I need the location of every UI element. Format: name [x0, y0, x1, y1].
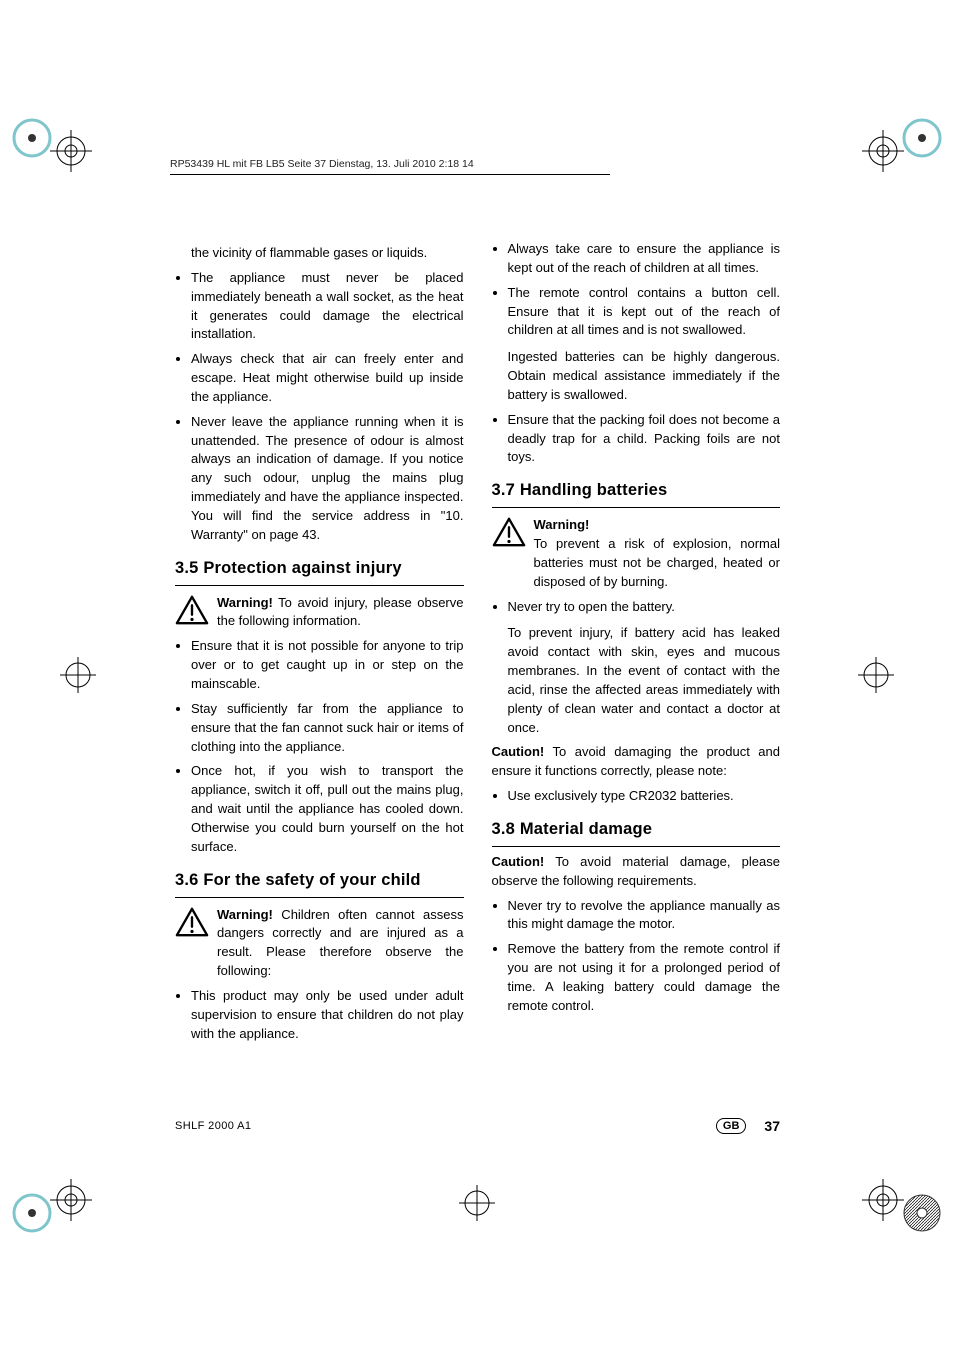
warning-body: To prevent a risk of explosion, normal b…	[534, 536, 781, 589]
heading-3-5: 3.5 Protection against injury	[175, 557, 464, 586]
sec36-cont-bullets: Always take care to ensure the appliance…	[492, 240, 781, 340]
page-content: the vicinity of flammable gases or liqui…	[175, 240, 780, 1052]
list-item: This product may only be used under adul…	[191, 987, 464, 1044]
page-footer: SHLF 2000 A1 GB 37	[175, 1118, 780, 1134]
caution-3-7: Caution! To avoid damaging the product a…	[492, 743, 781, 781]
regmark-top-left	[50, 130, 92, 172]
list-item: Always check that air can freely enter a…	[191, 350, 464, 407]
regmark-bottom-left	[50, 1179, 92, 1221]
sec36-cont-bullets2: Ensure that the packing foil does not be…	[492, 411, 781, 468]
list-item: Remove the battery from the remote contr…	[508, 940, 781, 1015]
sec35-bullets: Ensure that it is not possible for anyon…	[175, 637, 464, 856]
warning-block-3-5: Warning! To avoid injury, please observe…	[175, 594, 464, 632]
list-item: Stay sufficiently far from the appliance…	[191, 700, 464, 757]
regmark-bottom-right	[862, 1179, 904, 1221]
sec36-cont-subpara: Ingested batteries can be highly dangero…	[508, 348, 781, 405]
lang-badge: GB	[716, 1118, 747, 1134]
sec34-tail-lead: the vicinity of flammable gases or liqui…	[191, 244, 464, 263]
warning-label: Warning!	[217, 907, 273, 922]
sec37-bullets: Never try to open the battery.	[492, 598, 781, 617]
header-rule	[170, 174, 610, 175]
corner-decoration-br	[900, 1191, 944, 1235]
sec34-tail-bullets: The appliance must never be placed immed…	[175, 269, 464, 545]
heading-3-7: 3.7 Handling batteries	[492, 479, 781, 508]
list-item: The remote control contains a button cel…	[508, 284, 781, 341]
regmark-mid-right	[858, 657, 894, 693]
caution-3-8: Caution! To avoid material damage, pleas…	[492, 853, 781, 891]
warning-triangle-icon	[175, 906, 209, 944]
sec37-caution-bullets: Use exclusively type CR2032 batteries.	[492, 787, 781, 806]
footer-right: GB 37	[716, 1118, 780, 1134]
regmark-top-right	[862, 130, 904, 172]
sec36-bullets: This product may only be used under adul…	[175, 987, 464, 1044]
page-number: 37	[764, 1118, 780, 1134]
list-item: Use exclusively type CR2032 batteries.	[508, 787, 781, 806]
warning-block-3-6: Warning! Children often cannot assess da…	[175, 906, 464, 981]
list-item: The appliance must never be placed immed…	[191, 269, 464, 344]
warning-label: Warning!	[534, 517, 590, 532]
sec37-subpara: To prevent injury, if battery acid has l…	[508, 624, 781, 737]
list-item: Once hot, if you wish to transport the a…	[191, 762, 464, 856]
list-item: Never leave the appliance running when i…	[191, 413, 464, 545]
list-item: Ensure that it is not possible for anyon…	[191, 637, 464, 694]
warning-label: Warning!	[217, 595, 273, 610]
corner-decoration-bl	[10, 1191, 54, 1235]
regmark-mid-left	[60, 657, 96, 693]
list-item: Never try to revolve the appliance manua…	[508, 897, 781, 935]
sec38-bullets: Never try to revolve the appliance manua…	[492, 897, 781, 1016]
list-item: Ensure that the packing foil does not be…	[508, 411, 781, 468]
warning-text-3-5: Warning! To avoid injury, please observe…	[217, 594, 464, 632]
warning-triangle-icon	[492, 516, 526, 554]
heading-3-8: 3.8 Material damage	[492, 818, 781, 847]
list-item: Always take care to ensure the appliance…	[508, 240, 781, 278]
running-header: RP53439 HL mit FB LB5 Seite 37 Dienstag,…	[170, 158, 474, 170]
warning-text-3-6: Warning! Children often cannot assess da…	[217, 906, 464, 981]
regmark-bottom-center	[459, 1185, 495, 1221]
footer-model: SHLF 2000 A1	[175, 1120, 251, 1132]
list-item: Never try to open the battery.	[508, 598, 781, 617]
right-column: Always take care to ensure the appliance…	[492, 240, 781, 1052]
left-column: the vicinity of flammable gases or liqui…	[175, 240, 464, 1052]
caution-label: Caution!	[492, 854, 545, 869]
warning-text-3-7: Warning! To prevent a risk of explosion, …	[534, 516, 781, 591]
warning-block-3-7: Warning! To prevent a risk of explosion, …	[492, 516, 781, 591]
heading-3-6: 3.6 For the safety of your child	[175, 869, 464, 898]
caution-label: Caution!	[492, 744, 545, 759]
corner-decoration-tr	[900, 116, 944, 160]
warning-triangle-icon	[175, 594, 209, 632]
corner-decoration-tl	[10, 116, 54, 160]
